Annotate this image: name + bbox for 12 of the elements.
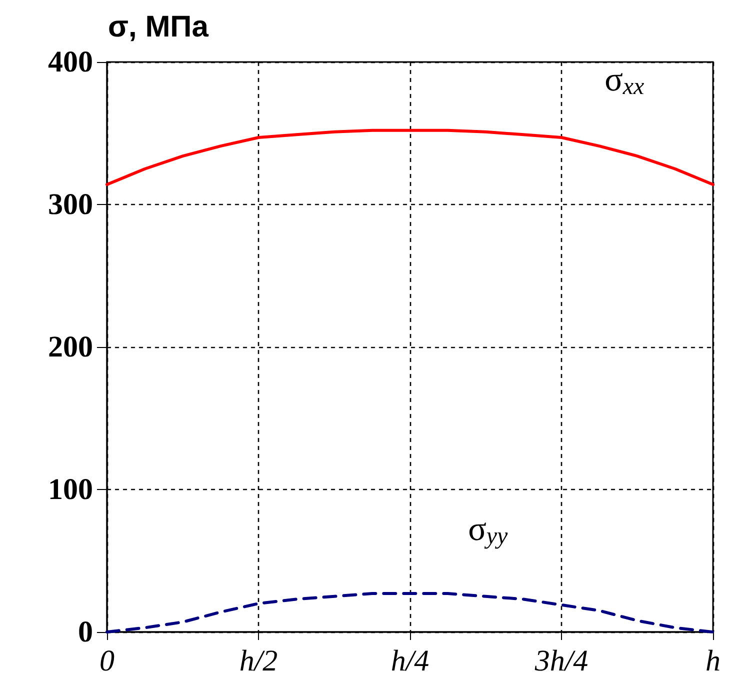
y-tick-label: 300 <box>48 188 93 221</box>
x-tick-label: 0 <box>100 644 114 678</box>
y-tick-label: 0 <box>78 616 93 648</box>
x-tick-label: h <box>706 644 720 678</box>
x-tick-label: h/4 <box>390 644 430 678</box>
x-tick-label: 3h/4 <box>534 644 588 678</box>
y-axis-title: σ, МПа <box>108 10 209 44</box>
y-tick-label: 200 <box>48 330 93 364</box>
line-series <box>106 128 714 186</box>
y-tick-label: 100 <box>48 473 93 506</box>
x-tick-label: h/2 <box>239 644 278 678</box>
y-tick-label: 400 <box>48 46 93 78</box>
